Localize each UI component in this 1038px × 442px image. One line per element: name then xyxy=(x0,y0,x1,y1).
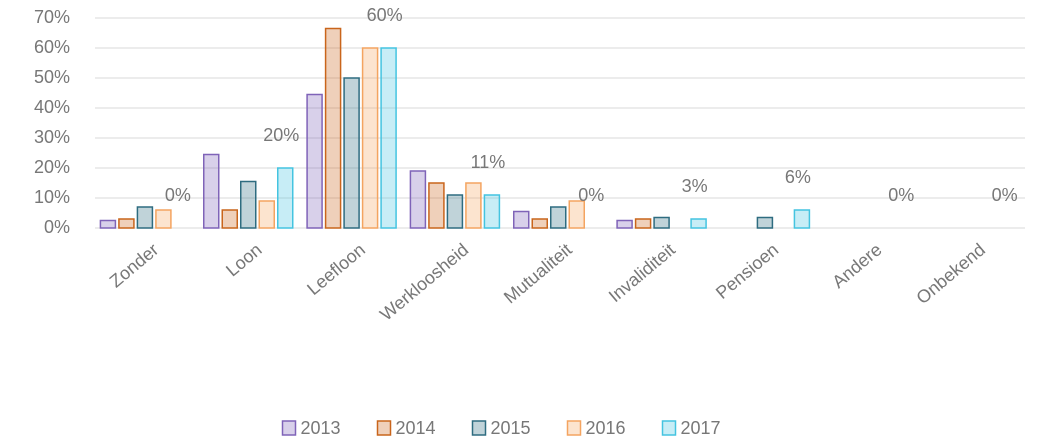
bar xyxy=(324,27,342,229)
legend-label: 2014 xyxy=(396,418,436,438)
x-tick-label: Zonder xyxy=(106,239,163,291)
x-tick-label: Invaliditeit xyxy=(605,239,679,306)
x-tick-label: Pensioen xyxy=(712,239,782,303)
bar xyxy=(446,194,464,229)
bar xyxy=(380,47,397,229)
bar xyxy=(483,194,501,229)
bar xyxy=(428,182,445,229)
y-tick-label: 30% xyxy=(34,127,70,147)
data-label: 0% xyxy=(165,185,191,205)
data-label: 60% xyxy=(367,5,403,25)
legend-label: 2015 xyxy=(491,418,531,438)
data-label: 0% xyxy=(578,185,604,205)
data-label: 0% xyxy=(888,185,914,205)
x-tick-label: Loon xyxy=(222,239,266,280)
x-tick-label: Andere xyxy=(828,239,885,292)
bar xyxy=(258,200,275,229)
bar xyxy=(118,218,135,229)
bar xyxy=(616,219,633,229)
bar xyxy=(531,218,548,229)
bar xyxy=(361,47,379,229)
x-tick-label: Mutualiteit xyxy=(500,239,576,307)
bar xyxy=(277,167,294,229)
y-tick-label: 20% xyxy=(34,157,70,177)
y-tick-label: 50% xyxy=(34,67,70,87)
bar xyxy=(465,182,482,229)
bar xyxy=(756,216,774,229)
bar xyxy=(240,180,257,229)
bar xyxy=(306,93,323,229)
bar xyxy=(690,218,707,229)
legend-label: 2016 xyxy=(586,418,626,438)
x-tick-label: Leefloon xyxy=(303,239,369,299)
data-label: 20% xyxy=(263,125,299,145)
y-tick-label: 70% xyxy=(34,7,70,27)
legend-swatch xyxy=(471,420,487,436)
legend-swatch xyxy=(376,420,392,436)
legend-label: 2017 xyxy=(681,418,721,438)
legend-swatch xyxy=(661,420,677,436)
bar xyxy=(203,153,220,229)
y-tick-label: 10% xyxy=(34,187,70,207)
y-tick-label: 60% xyxy=(34,37,70,57)
bar xyxy=(343,77,360,229)
legend-label: 2013 xyxy=(301,418,341,438)
legend-swatch xyxy=(566,420,582,436)
y-tick-label: 0% xyxy=(44,217,70,237)
data-label: 11% xyxy=(471,152,506,172)
bar xyxy=(653,216,670,229)
bar xyxy=(513,210,530,229)
legend-swatch xyxy=(281,420,297,436)
data-label: 0% xyxy=(992,185,1018,205)
y-tick-label: 40% xyxy=(34,97,70,117)
data-label: 3% xyxy=(682,176,708,196)
bar xyxy=(550,206,567,229)
bar xyxy=(568,200,585,229)
data-label: 6% xyxy=(785,167,811,187)
bar xyxy=(634,218,652,229)
bar xyxy=(136,206,154,229)
bar xyxy=(155,209,172,229)
x-tick-label: Onbekend xyxy=(912,239,988,308)
x-tick-label: Werkloosheid xyxy=(376,239,472,324)
bar xyxy=(99,219,117,229)
bar xyxy=(409,170,427,229)
bar xyxy=(221,209,238,229)
bar xyxy=(793,209,811,229)
